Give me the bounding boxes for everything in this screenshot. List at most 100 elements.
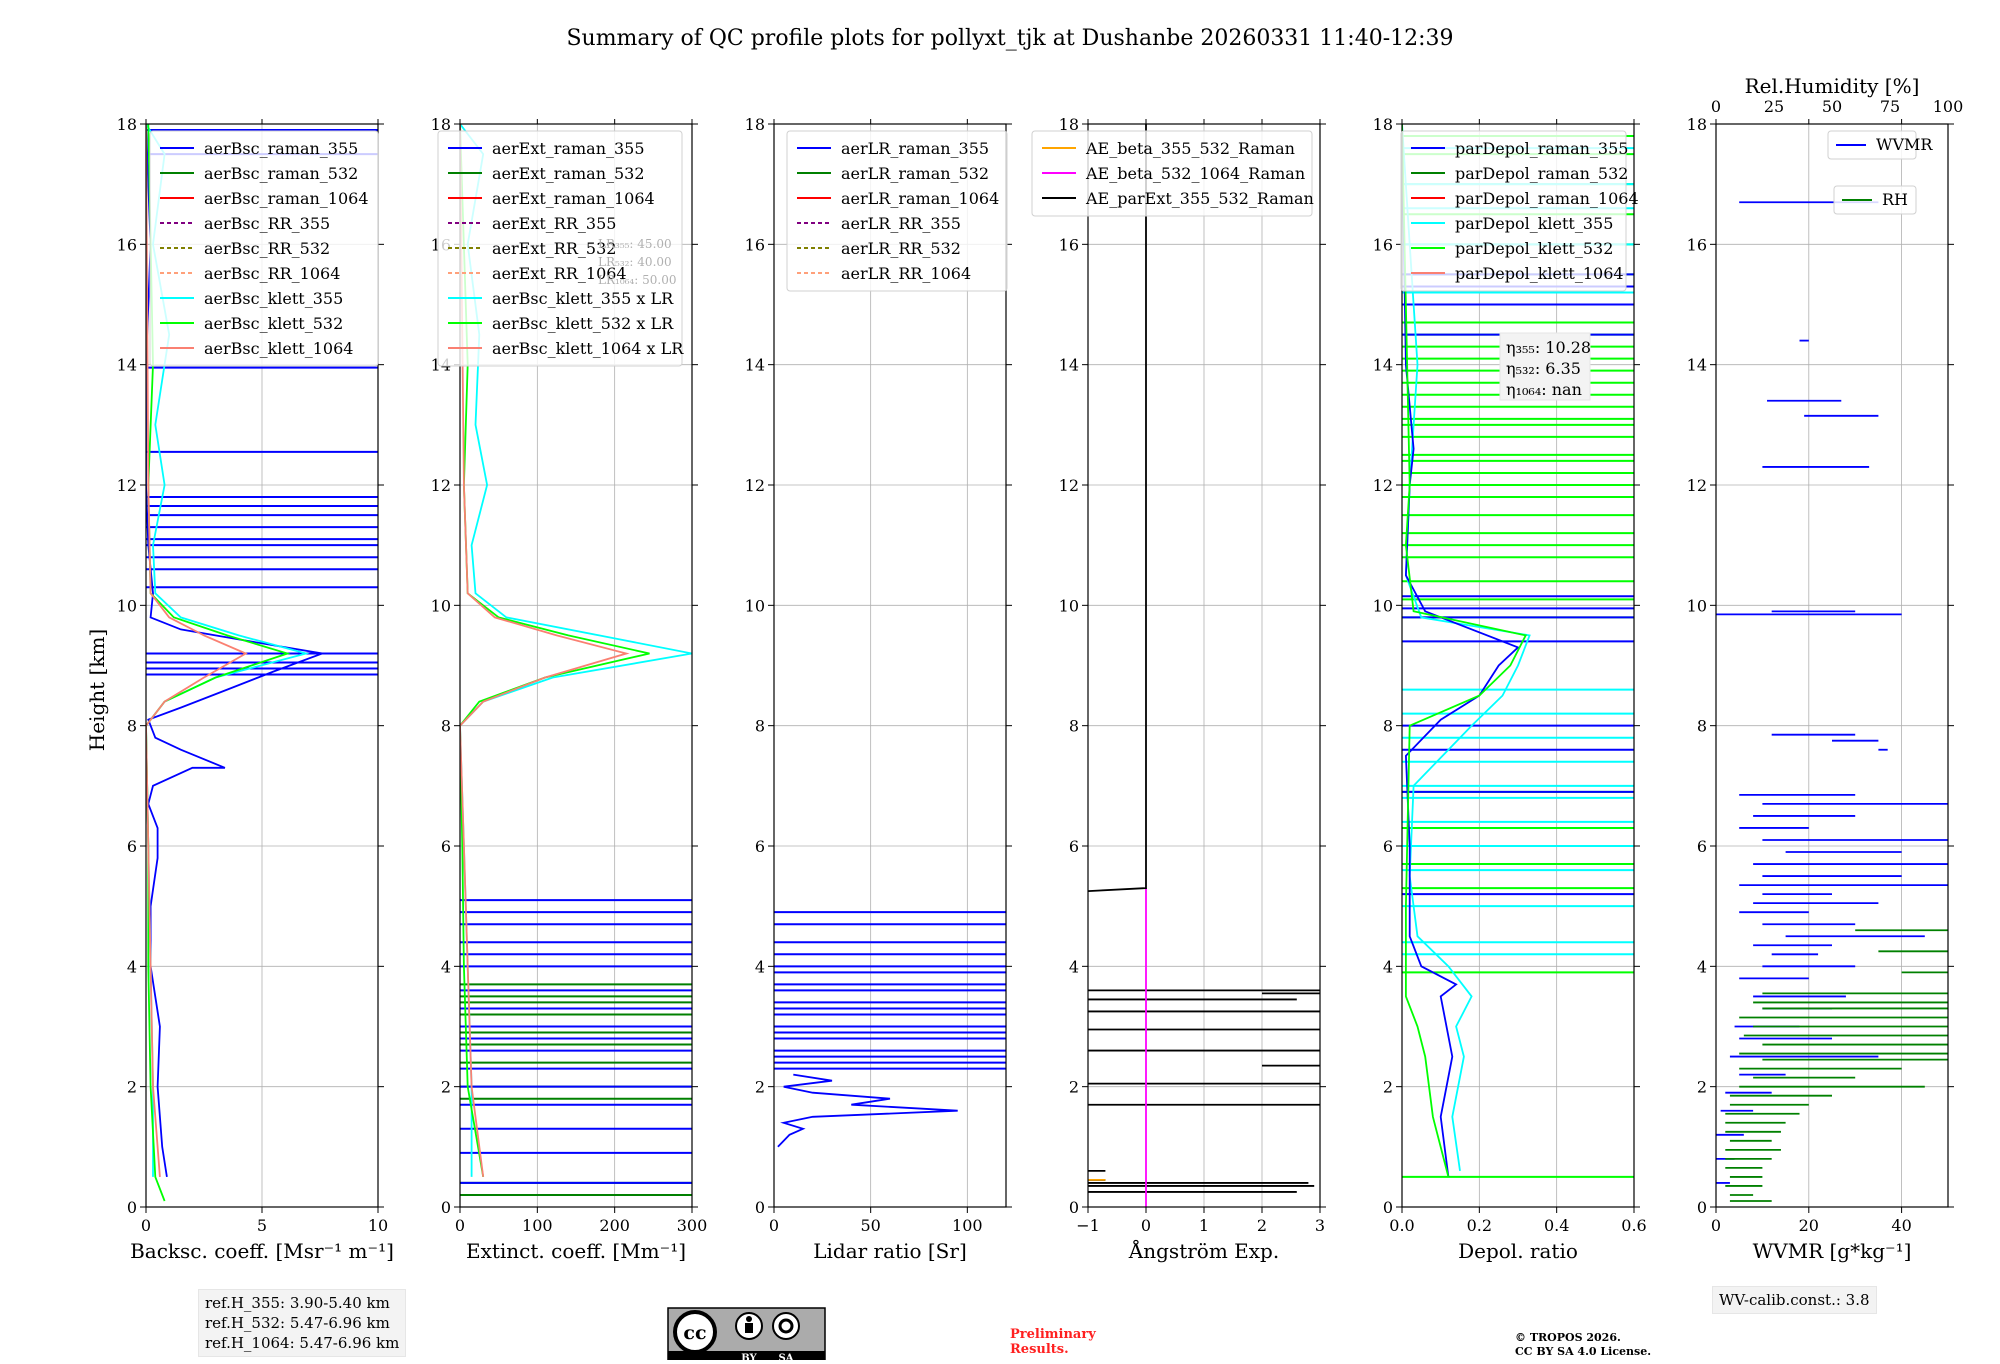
x-axis-label: WVMR [g*kg⁻¹] — [1753, 1239, 1912, 1263]
y-tick-label: 18 — [1687, 115, 1707, 134]
y-tick-label: 12 — [431, 476, 451, 495]
legend-label: WVMR — [1876, 135, 1933, 154]
lidar-ratio-annotation: LR₃₅₅: 45.00 — [598, 237, 672, 251]
plot-area — [1716, 201, 1948, 1202]
legend-label: parDepol_klett_1064 — [1455, 264, 1624, 283]
y-tick-label: 8 — [755, 717, 765, 736]
y-tick-label: 18 — [1059, 115, 1079, 134]
legend-label: aerExt_RR_355 — [492, 214, 616, 233]
legend-label: aerExt_raman_532 — [492, 164, 645, 183]
x-axis-label: Extinct. coeff. [Mm⁻¹] — [466, 1239, 686, 1263]
legend-label: aerBsc_klett_355 x LR — [492, 289, 674, 308]
x-tick-label: 3 — [1315, 1216, 1325, 1235]
y-tick-label: 8 — [127, 717, 137, 736]
top-x-tick-label: 25 — [1764, 97, 1784, 116]
legend-label: aerBsc_klett_355 — [204, 289, 343, 308]
y-tick-label: 12 — [1059, 476, 1079, 495]
top-x-tick-label: 0 — [1711, 97, 1721, 116]
y-tick-label: 14 — [1687, 356, 1707, 375]
panel-lidar-ratio: 0 50 100 0 2 4 6 8 10 12 14 16 18 Lidar ratio [Sr] aer… — [745, 115, 1012, 1263]
cc-license-badge: cc BY SA — [667, 1307, 826, 1364]
x-tick-label: 10 — [368, 1216, 388, 1235]
top-x-tick-label: 50 — [1822, 97, 1842, 116]
y-tick-label: 2 — [1383, 1078, 1393, 1097]
cc-by-label: BY — [741, 1353, 757, 1360]
y-tick-label: 10 — [1687, 596, 1707, 615]
cc-text: cc — [683, 1322, 706, 1344]
y-tick-label: 0 — [127, 1198, 137, 1217]
y-tick-label: 16 — [1059, 235, 1079, 254]
plot-area — [1088, 124, 1320, 1207]
legend-label: aerLR_RR_1064 — [841, 264, 971, 283]
top-x-tick-label: 100 — [1933, 97, 1964, 116]
y-tick-label: 6 — [1069, 837, 1079, 856]
axes-frame — [459, 123, 693, 1208]
x-tick-label: 0 — [141, 1216, 151, 1235]
y-tick-label: 10 — [1373, 596, 1393, 615]
legend-label: RH — [1882, 190, 1908, 209]
y-tick-label: 0 — [755, 1198, 765, 1217]
legend-label: aerExt_RR_532 — [492, 239, 616, 258]
ref-height-355: ref.H_355: 3.90-5.40 km — [205, 1294, 390, 1312]
x-tick-label: 0.0 — [1389, 1216, 1414, 1235]
x-tick-label: 0 — [769, 1216, 779, 1235]
y-tick-label: 6 — [127, 837, 137, 856]
lidar-ratio-annotation: LR₁₀₆₄: 50.00 — [598, 273, 676, 287]
cc-icon — [673, 1310, 717, 1354]
legend-box — [1827, 130, 1917, 160]
x-tick-label: 0.2 — [1467, 1216, 1492, 1235]
sa-share-icon — [772, 1312, 800, 1340]
legend-box — [437, 130, 683, 367]
ref-height-1064: ref.H_1064: 5.47-6.96 km — [205, 1334, 400, 1352]
x-tick-label: 0.4 — [1544, 1216, 1569, 1235]
y-tick-label: 12 — [745, 476, 765, 495]
series-aerBsc_klett_1064 x LR — [460, 124, 630, 1178]
y-tick-label: 4 — [1383, 957, 1393, 976]
panel-backscatter: 0 5 10 0 2 4 6 8 10 12 14 16 18 Backsc. coeff. [Msr⁻¹… — [117, 115, 394, 1263]
y-tick-label: 2 — [1697, 1078, 1707, 1097]
y-tick-label: 2 — [441, 1078, 451, 1097]
axes-frame — [773, 123, 1007, 1208]
wv-calibration-box: WV-calib.const.: 3.8 — [1712, 1286, 1877, 1314]
y-tick-label: 10 — [431, 596, 451, 615]
wv-calib-text: WV-calib.const.: 3.8 — [1719, 1291, 1870, 1309]
y-tick-label: 8 — [1697, 717, 1707, 736]
legend-label: aerExt_raman_355 — [492, 139, 645, 158]
y-tick-label: 2 — [1069, 1078, 1079, 1097]
y-tick-label: 14 — [1059, 356, 1079, 375]
x-tick-label: 40 — [1891, 1216, 1911, 1235]
eta-annotation: η₁₀₆₄: nan — [1506, 380, 1582, 399]
legend-label: aerBsc_RR_355 — [204, 214, 330, 233]
legend-label: aerBsc_klett_532 — [204, 314, 343, 333]
top-x-tick-label: 75 — [1880, 97, 1900, 116]
y-tick-label: 6 — [1383, 837, 1393, 856]
y-tick-label: 4 — [127, 957, 137, 976]
y-tick-label: 16 — [1687, 235, 1707, 254]
x-axis-label: Depol. ratio — [1458, 1239, 1578, 1263]
y-tick-label: 8 — [1383, 717, 1393, 736]
legend-label: aerLR_raman_532 — [841, 164, 989, 183]
y-tick-label: 18 — [745, 115, 765, 134]
y-tick-label: 8 — [1069, 717, 1079, 736]
legend-box — [1031, 130, 1313, 217]
top-axis-label: Rel.Humidity [%] — [1745, 74, 1920, 98]
x-tick-label: 50 — [860, 1216, 880, 1235]
legend-label: AE_beta_355_532_Raman — [1085, 139, 1295, 158]
y-tick-label: 6 — [755, 837, 765, 856]
x-axis-label: Backsc. coeff. [Msr⁻¹ m⁻¹] — [130, 1239, 394, 1263]
y-tick-label: 2 — [755, 1078, 765, 1097]
y-tick-label: 14 — [1373, 356, 1393, 375]
y-tick-label: 8 — [441, 717, 451, 736]
x-axis-label: Ångström Exp. — [1128, 1238, 1279, 1263]
eta-annotation: η₃₅₅: 10.28 — [1506, 338, 1591, 357]
y-tick-label: 18 — [1373, 115, 1393, 134]
series-aerBsc_klett_1064 — [146, 124, 248, 1177]
legend-label: AE_beta_532_1064_Raman — [1085, 164, 1305, 183]
eta-annotation: η₅₃₂: 6.35 — [1506, 359, 1581, 378]
x-axis-label: Lidar ratio [Sr] — [813, 1239, 967, 1263]
y-tick-label: 14 — [117, 356, 137, 375]
legend-label: aerBsc_klett_532 x LR — [492, 314, 674, 333]
copyright-line1: © TROPOS 2026. — [1515, 1331, 1621, 1344]
